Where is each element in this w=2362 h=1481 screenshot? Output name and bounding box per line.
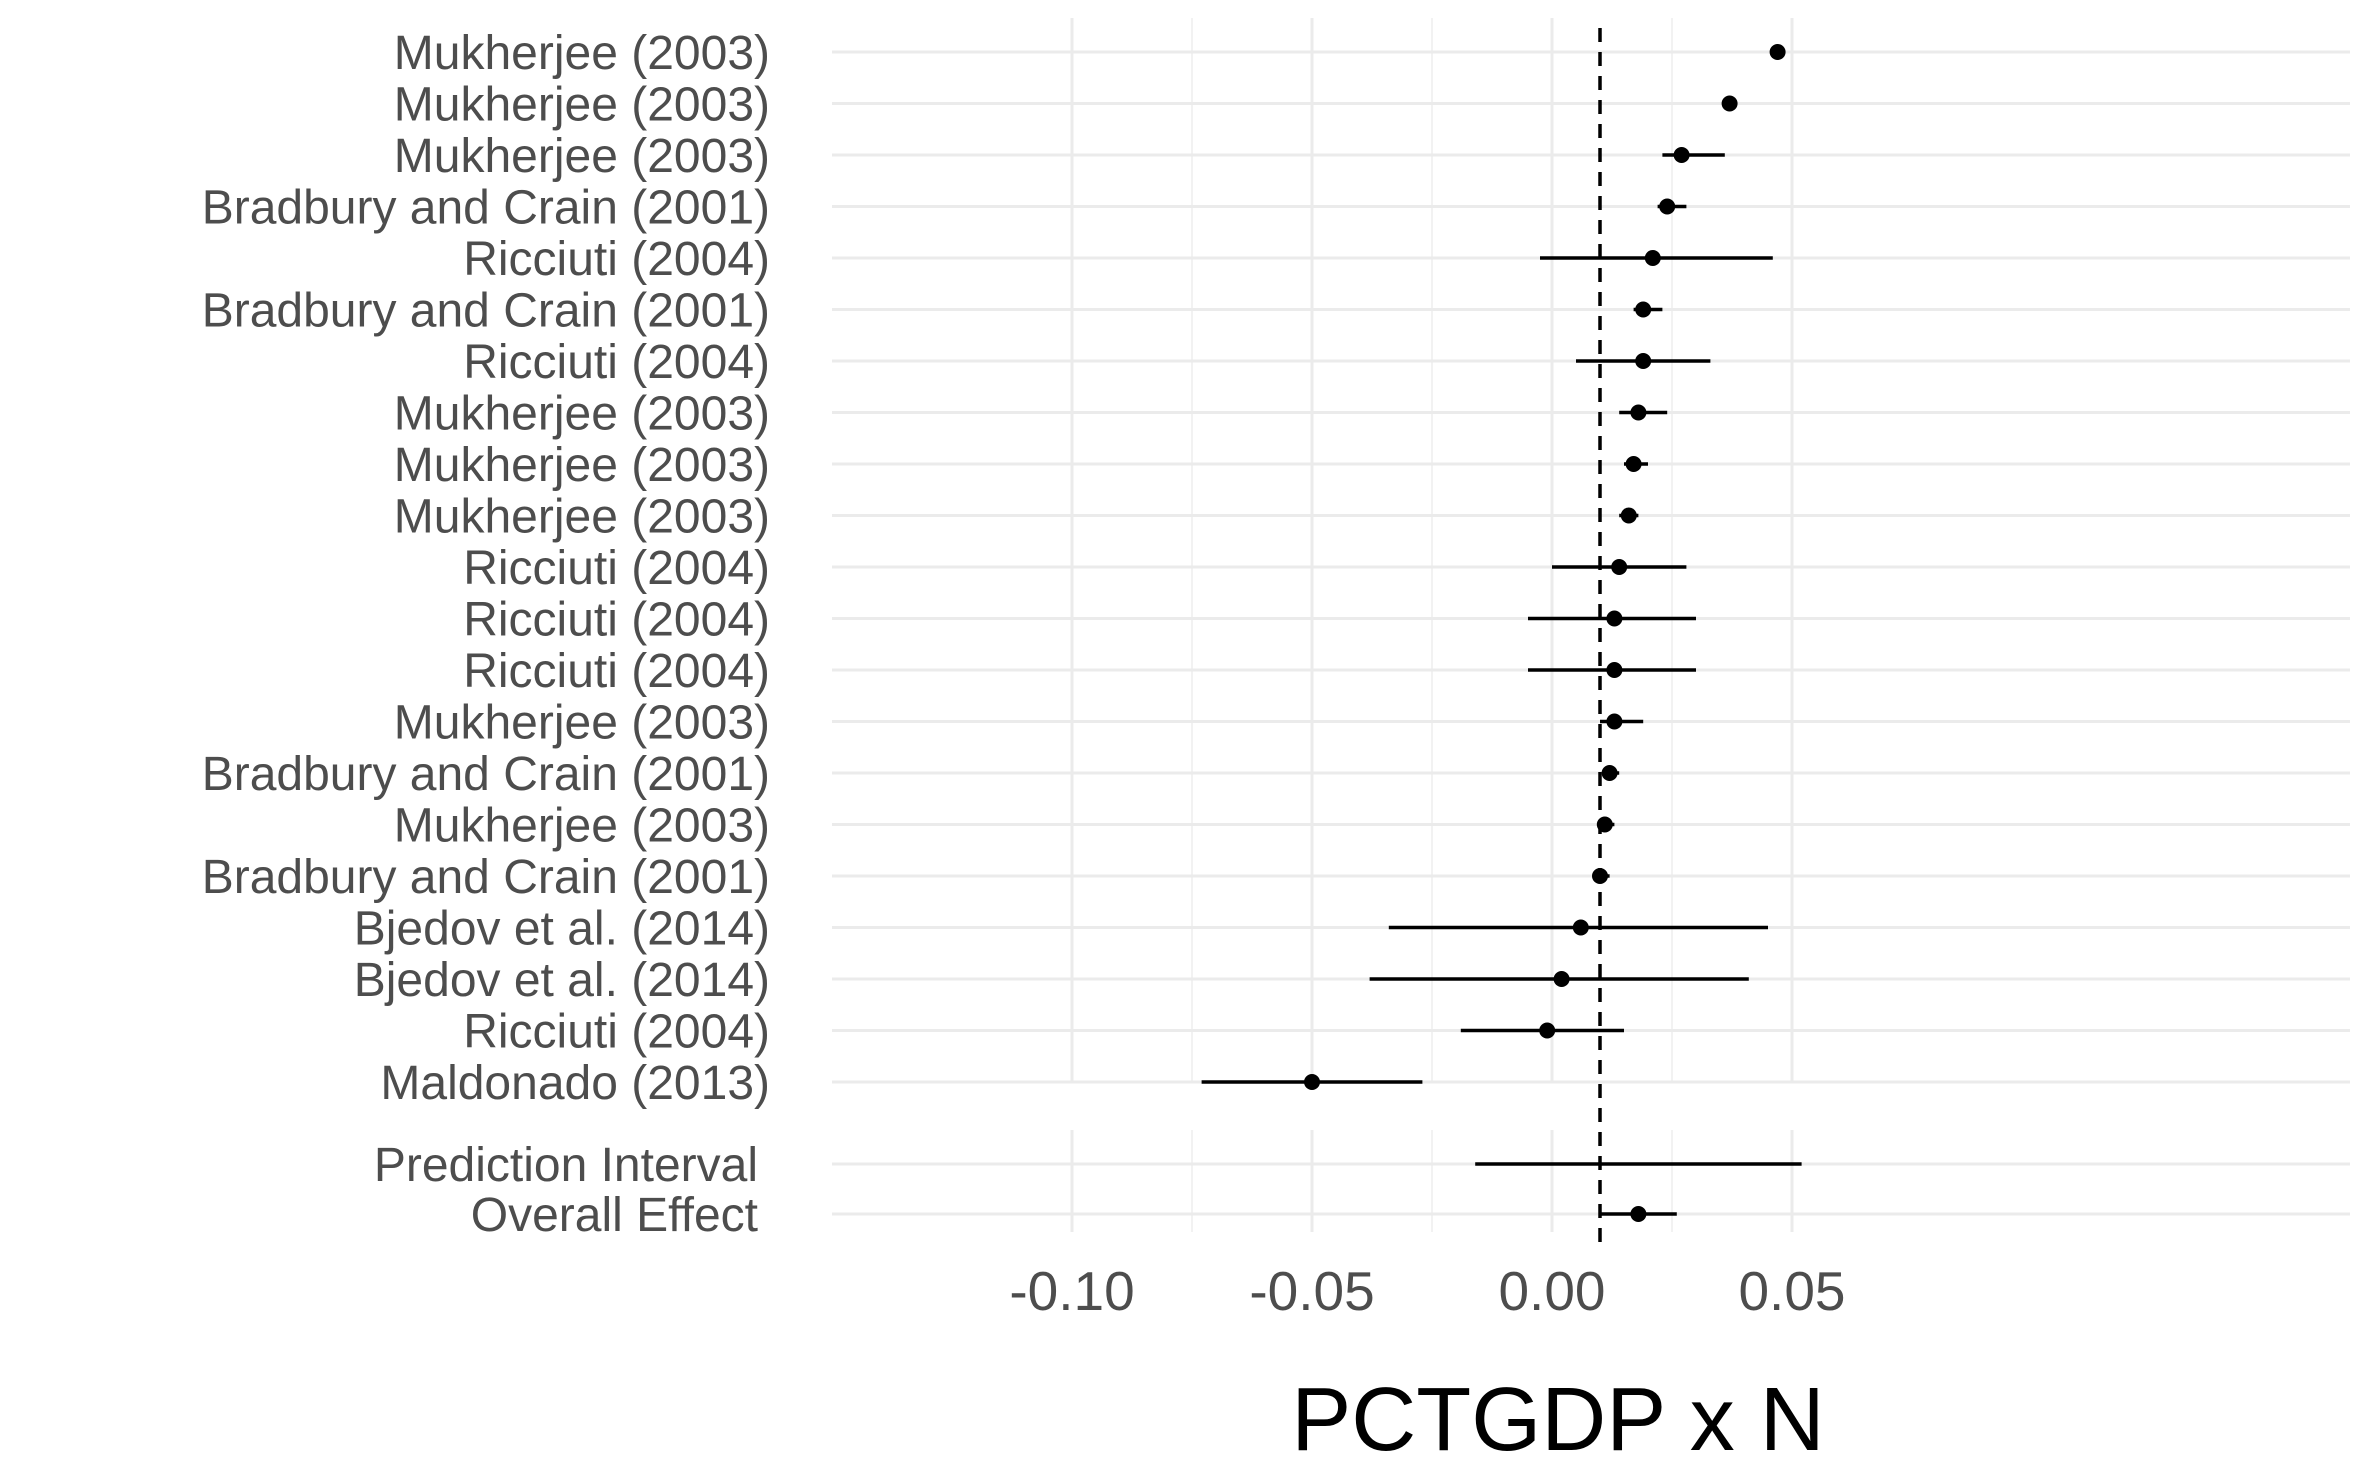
x-axis-tick-labels: -0.10 -0.05 0.00 0.05	[1009, 1260, 1845, 1322]
gridlines	[832, 18, 2350, 1232]
point-estimate-overall-effect	[1630, 1206, 1647, 1222]
study-label: Bjedov et al. (2014)	[354, 903, 770, 956]
point-estimate-study-20	[1539, 1022, 1556, 1039]
study-label: Mukherjee (2003)	[394, 79, 770, 132]
study-label: Ricciuti (2004)	[463, 542, 770, 595]
study-label: Ricciuti (2004)	[463, 594, 770, 647]
point-estimate-study-10	[1620, 507, 1637, 524]
point-estimate-study-18	[1572, 919, 1589, 936]
point-estimate-study-5	[1644, 250, 1661, 266]
point-estimate-study-15	[1601, 765, 1618, 781]
point-estimate-study-6	[1635, 301, 1652, 318]
study-label: Mukherjee (2003)	[394, 491, 770, 544]
confidence-intervals	[1201, 50, 1802, 1216]
study-label: Mukherjee (2003)	[394, 388, 770, 441]
point-estimate-study-17	[1592, 868, 1608, 884]
point-estimate-study-9	[1625, 456, 1642, 472]
point-estimate-study-21	[1304, 1074, 1320, 1090]
study-labels: Mukherjee (2003)Mukherjee (2003)Mukherje…	[202, 27, 770, 1242]
study-label: Bradbury and Crain (2001)	[202, 748, 770, 801]
x-tick-label: 0.00	[1498, 1260, 1605, 1322]
point-estimates	[1304, 44, 1786, 1222]
point-estimate-study-14	[1606, 713, 1623, 730]
study-label: Mukherjee (2003)	[394, 800, 770, 853]
point-estimate-study-11	[1611, 559, 1628, 575]
point-estimate-study-8	[1630, 404, 1647, 421]
study-label: Bradbury and Crain (2001)	[202, 851, 770, 904]
x-tick-label: -0.05	[1249, 1260, 1374, 1322]
study-label: Mukherjee (2003)	[394, 130, 770, 183]
overall-effect-label: Overall Effect	[471, 1189, 758, 1242]
study-label: Mukherjee (2003)	[394, 439, 770, 492]
study-label: Bjedov et al. (2014)	[354, 954, 770, 1007]
point-estimate-study-16	[1596, 816, 1613, 833]
x-tick-label: 0.05	[1738, 1260, 1845, 1322]
prediction-interval-label: Prediction Interval	[374, 1139, 758, 1192]
point-estimate-study-13	[1606, 662, 1623, 678]
study-label: Bradbury and Crain (2001)	[202, 285, 770, 338]
point-estimate-study-3	[1673, 147, 1690, 163]
study-label: Ricciuti (2004)	[463, 233, 770, 286]
x-axis-title: PCTGDP x N	[1291, 1370, 1824, 1470]
point-estimate-study-1	[1769, 44, 1786, 60]
point-estimate-study-19	[1553, 971, 1570, 987]
study-label: Ricciuti (2004)	[463, 336, 770, 389]
study-label: Mukherjee (2003)	[394, 27, 770, 80]
x-tick-label: -0.10	[1009, 1260, 1134, 1322]
study-label: Ricciuti (2004)	[463, 1006, 770, 1059]
point-estimate-study-12	[1606, 610, 1623, 627]
point-estimate-study-7	[1635, 353, 1652, 369]
study-label: Ricciuti (2004)	[463, 645, 770, 698]
point-estimate-study-2	[1721, 95, 1738, 112]
study-label: Mukherjee (2003)	[394, 697, 770, 750]
point-estimate-study-4	[1659, 198, 1676, 215]
study-label: Bradbury and Crain (2001)	[202, 182, 770, 235]
study-label: Maldonado (2013)	[380, 1057, 770, 1110]
